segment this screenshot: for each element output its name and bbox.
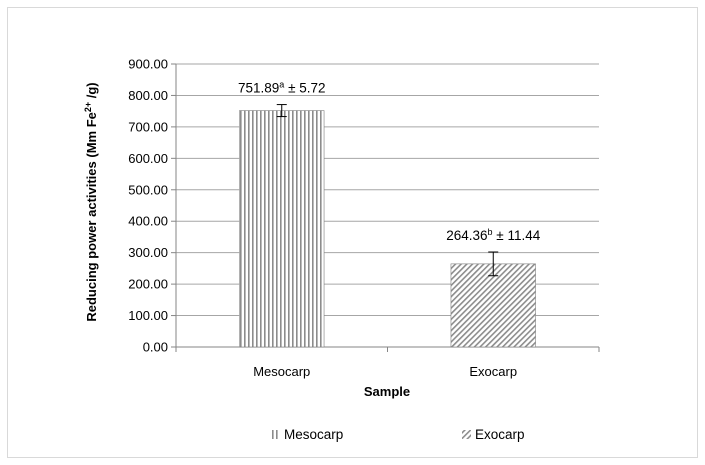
legend-swatch-mesocarp	[271, 430, 280, 439]
x-tick-labels: Mesocarp Exocarp	[253, 364, 517, 379]
y-axis-title: Reducing power activities (Mm Fe2+ /g)	[83, 82, 99, 321]
chart-frame	[7, 7, 698, 458]
y-tick-label: 900.00	[128, 57, 168, 72]
error-bars	[276, 104, 499, 277]
x-tick-label: Exocarp	[469, 364, 517, 379]
x-axis-title: Sample	[364, 384, 410, 399]
y-axis-title-superscript: 2+	[83, 102, 93, 112]
y-tick-label: 0.00	[143, 340, 168, 355]
bars	[239, 110, 536, 348]
legend: Mesocarp Exocarp	[271, 427, 525, 442]
bar-exocarp	[450, 263, 536, 348]
y-tick-label: 300.00	[128, 245, 168, 260]
y-tick-label: 400.00	[128, 214, 168, 229]
legend-label-exocarp: Exocarp	[475, 427, 525, 442]
data-label-mesocarp: 751.89a ± 5.72	[238, 80, 326, 96]
y-tick-label: 800.00	[128, 88, 168, 103]
y-tick-label: 700.00	[128, 119, 168, 134]
bar-mesocarp	[239, 110, 325, 348]
y-tick-label: 600.00	[128, 151, 168, 166]
legend-swatch-exocarp	[462, 430, 471, 439]
x-tick-label: Mesocarp	[253, 364, 310, 379]
error-bar-exocarp	[488, 251, 499, 277]
bar-annotations: 751.89a ± 5.72 264.36b ± 11.44	[238, 80, 541, 243]
legend-label-mesocarp: Mesocarp	[284, 427, 343, 442]
y-tick-label: 200.00	[128, 277, 168, 292]
data-label-exocarp: 264.36b ± 11.44	[446, 227, 540, 243]
y-tick-labels: 0.00 100.00 200.00 300.00 400.00 500.00 600.00…	[128, 57, 168, 355]
y-tick-label: 100.00	[128, 308, 168, 323]
y-tick-label: 500.00	[128, 182, 168, 197]
error-bar-mesocarp	[276, 104, 287, 118]
